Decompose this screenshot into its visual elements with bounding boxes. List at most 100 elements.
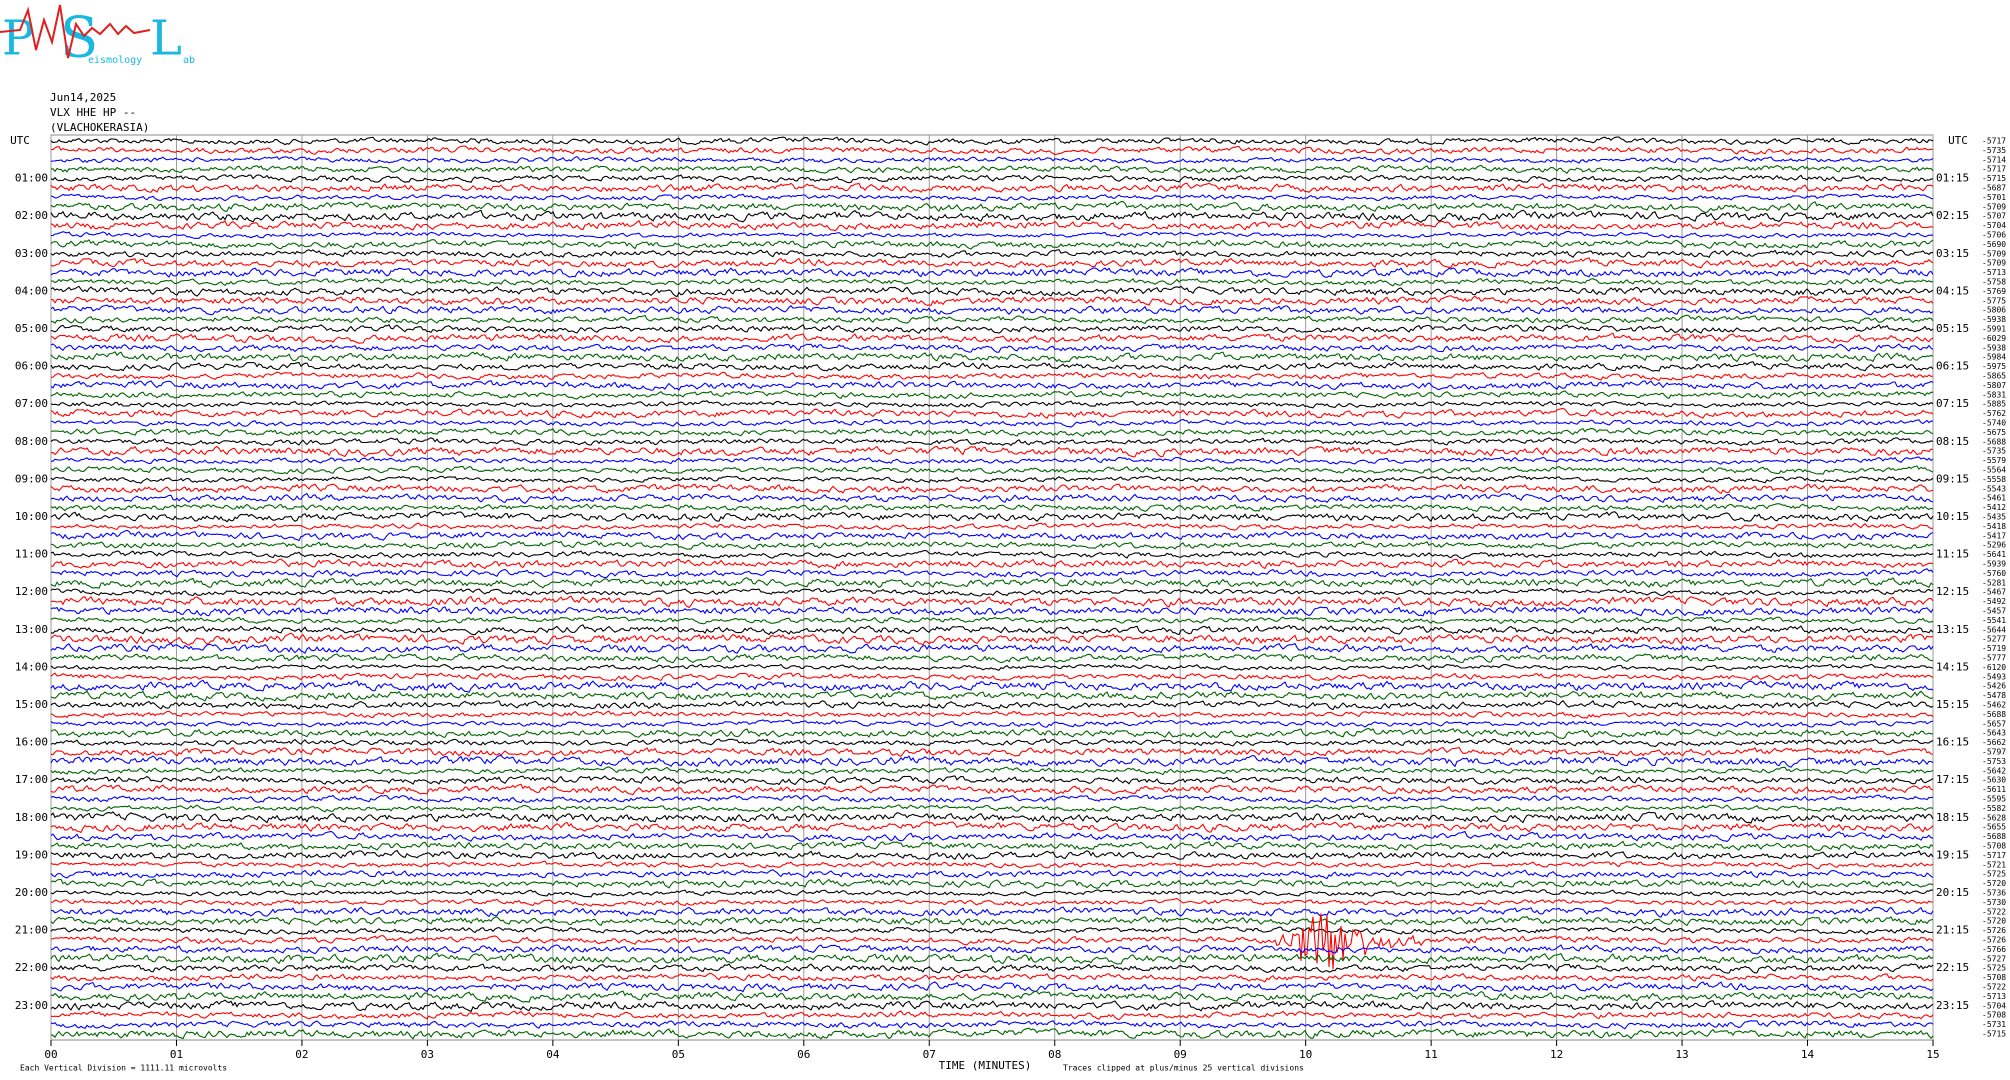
trace: [50, 174, 1934, 184]
trace-offset-label: -5281: [1982, 578, 2006, 587]
trace: [50, 860, 1934, 870]
trace: [50, 475, 1934, 484]
trace: [50, 182, 1934, 194]
hour-label-left: 11:00: [15, 548, 48, 561]
hour-label-left: 17:00: [15, 773, 48, 786]
trace: [50, 390, 1934, 400]
trace-offset-label: -5730: [1982, 898, 2006, 907]
hour-label-right: 17:15: [1936, 773, 1969, 786]
trace-offset-label: -5762: [1982, 409, 2006, 418]
trace-offset-label: -5769: [1982, 287, 2006, 296]
trace-offset-label: -5797: [1982, 748, 2006, 757]
hour-label-left: 02:00: [15, 209, 48, 222]
hour-label-right: 19:15: [1936, 848, 1969, 861]
hour-label-right: 11:15: [1936, 548, 1969, 561]
trace: [50, 230, 1934, 239]
trace: [50, 1019, 1934, 1030]
trace-offset-label: -5417: [1982, 531, 2006, 540]
trace-offset-label: -5731: [1982, 1020, 2006, 1029]
trace: [50, 897, 1933, 907]
x-tick-label: 03: [421, 1048, 434, 1061]
trace-offset-label: -5726: [1982, 936, 2006, 945]
trace-offset-label: -5975: [1982, 362, 2006, 371]
trace-offset-label: -5675: [1982, 428, 2006, 437]
trace: [50, 1027, 1934, 1040]
hour-label-right: 22:15: [1936, 961, 1969, 974]
trace: [50, 549, 1934, 560]
trace-offset-label: -5708: [1982, 973, 2006, 982]
hour-label-left: 05:00: [15, 322, 48, 335]
trace-offset-label: -5831: [1982, 390, 2006, 399]
header-site: (VLACHOKERASIA): [50, 121, 149, 134]
trace-offset-label: -5722: [1982, 907, 2006, 916]
trace-offset-label: -5579: [1982, 456, 2006, 465]
hour-label-right: 06:15: [1936, 360, 1969, 373]
x-tick-label: 15: [1926, 1048, 1939, 1061]
trace: [50, 267, 1934, 278]
trace-offset-label: -5939: [1982, 560, 2006, 569]
hour-label-left: 08:00: [15, 435, 48, 448]
x-tick-label: 07: [923, 1048, 936, 1061]
trace-offset-label: -5564: [1982, 466, 2006, 475]
trace-offset-label: -5726: [1982, 926, 2006, 935]
trace-offset-label: -5541: [1982, 616, 2006, 625]
hour-label-right: 14:15: [1936, 660, 1969, 673]
trace-offset-label: -5704: [1982, 1001, 2006, 1010]
trace-offset-label: -5717: [1982, 137, 2006, 146]
trace: [50, 652, 1933, 664]
trace-offset-label: -5644: [1982, 625, 2006, 634]
trace: [50, 249, 1934, 259]
hour-label-left: 22:00: [15, 961, 48, 974]
x-tick-label: 08: [1048, 1048, 1061, 1061]
x-tick-label: 12: [1550, 1048, 1563, 1061]
trace-offset-label: -5736: [1982, 889, 2006, 898]
trace-offset-label: -5740: [1982, 419, 2006, 428]
trace-offset-label: -6029: [1982, 334, 2006, 343]
x-tick-label: 11: [1425, 1048, 1438, 1061]
trace: [50, 606, 1934, 617]
trace: [50, 963, 1934, 974]
trace-offset-label: -5630: [1982, 776, 2006, 785]
trace: [50, 830, 1934, 843]
trace-offset-label: -5721: [1982, 860, 2006, 869]
trace: [50, 361, 1934, 372]
trace: [50, 257, 1934, 269]
trace-offset-label: -5758: [1982, 278, 2006, 287]
hour-label-right: 16:15: [1936, 736, 1969, 749]
trace-offset-label: -5720: [1982, 917, 2006, 926]
trace: [50, 689, 1934, 702]
trace: [50, 783, 1934, 796]
trace: [50, 568, 1934, 579]
hour-label-left: 23:00: [15, 999, 48, 1012]
trace-offset-label: -5558: [1982, 475, 2006, 484]
trace: [50, 332, 1934, 344]
trace: [50, 323, 1934, 335]
x-tick-label: 05: [672, 1048, 685, 1061]
trace: [50, 200, 1934, 213]
trace: [50, 746, 1933, 757]
trace-offset-label: -5435: [1982, 513, 2006, 522]
trace: [50, 869, 1934, 880]
trace: [50, 407, 1934, 419]
trace: [50, 510, 1934, 523]
hour-label-right: 04:15: [1936, 284, 1969, 297]
hour-label-left: 16:00: [15, 736, 48, 749]
trace-offset-label: -5938: [1982, 315, 2006, 324]
trace-offset-label: -5806: [1982, 306, 2006, 315]
trace-offset-label: -5277: [1982, 635, 2006, 644]
trace-offset-label: -5938: [1982, 343, 2006, 352]
trace-offset-label: -5885: [1982, 400, 2006, 409]
x-tick-label: 14: [1801, 1048, 1815, 1061]
logo-letter: S: [60, 6, 98, 71]
trace-offset-label: -5727: [1982, 954, 2006, 963]
trace-offset-label: -5690: [1982, 240, 2006, 249]
trace: [51, 456, 1934, 465]
trace: [50, 595, 1934, 609]
trace: [50, 849, 1934, 861]
hour-label-left: 18:00: [15, 811, 48, 824]
trace-offset-label: -6120: [1982, 663, 2006, 672]
trace: [50, 351, 1934, 363]
trace-offset-label: -5725: [1982, 870, 2006, 879]
x-tick-label: 09: [1174, 1048, 1187, 1061]
header-date: Jun14,2025: [50, 91, 116, 104]
